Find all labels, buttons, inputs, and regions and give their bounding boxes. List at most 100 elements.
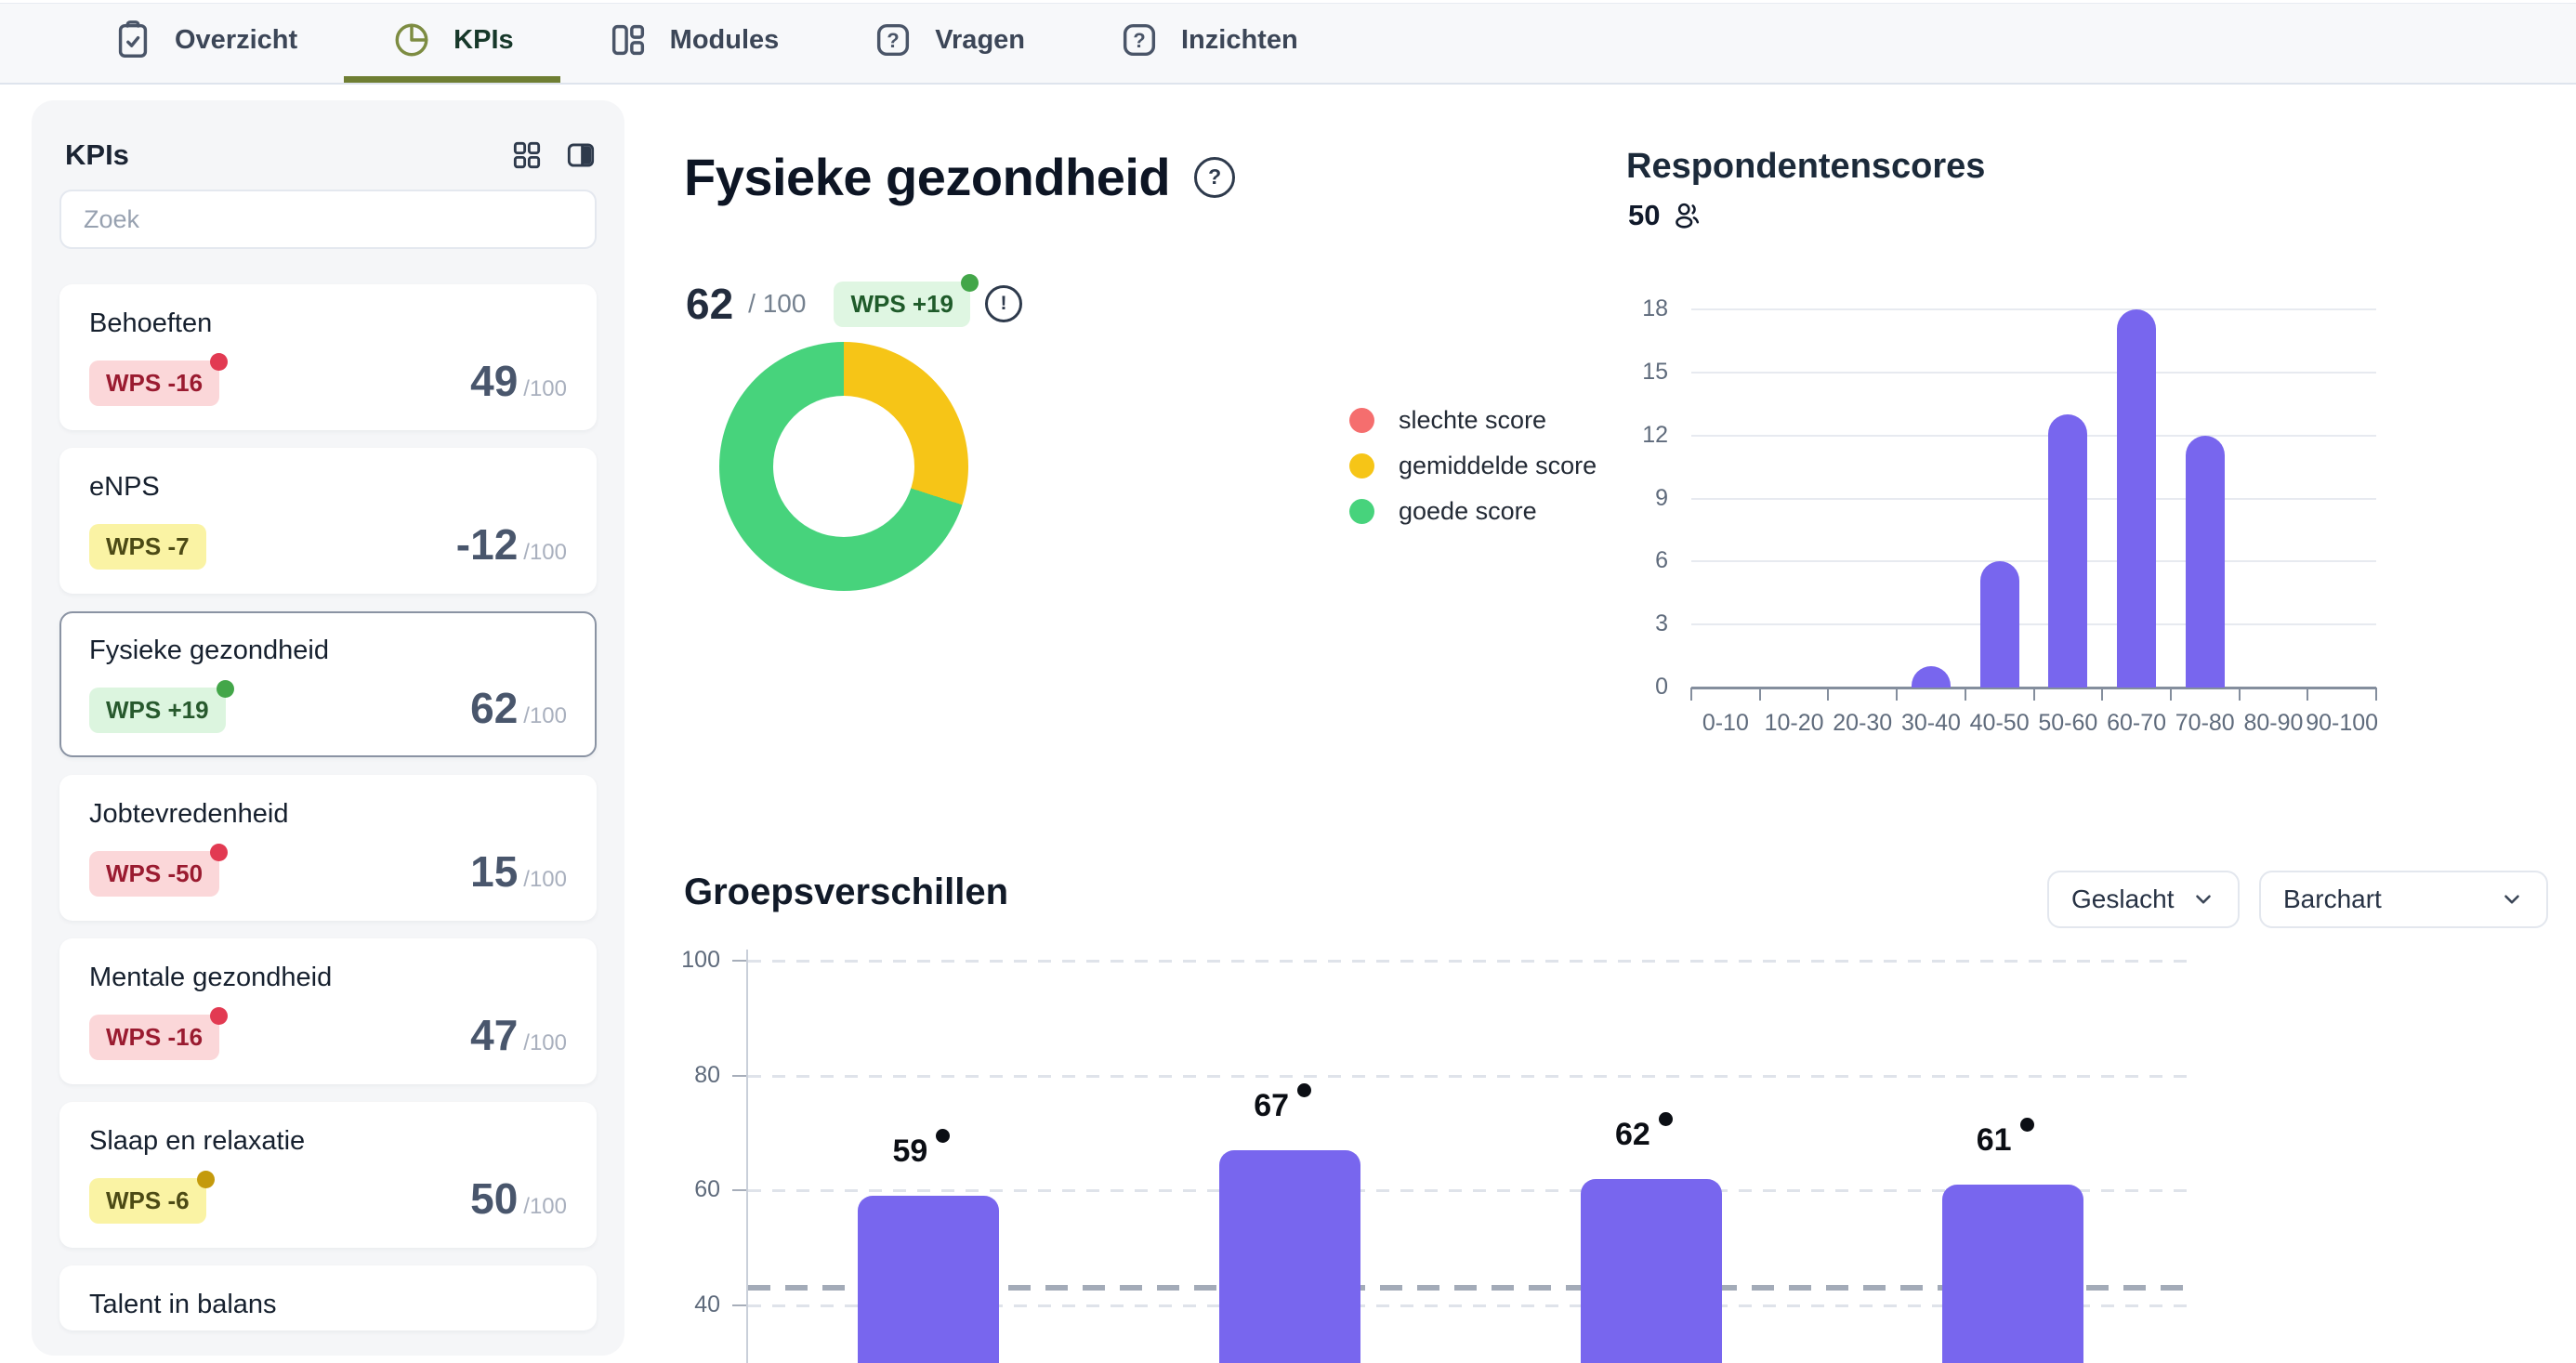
kpi-score-max: /100 bbox=[523, 703, 567, 728]
kpi-score-max: /100 bbox=[523, 1030, 567, 1055]
gridline bbox=[1691, 560, 2376, 563]
axis-tick bbox=[1690, 688, 1692, 701]
groups-title: Groepsverschillen bbox=[684, 872, 1009, 912]
kpi-score-value: -12 bbox=[455, 520, 519, 569]
kpi-card[interactable]: Behoeften WPS -16 49/100 bbox=[59, 284, 597, 430]
axis-tick bbox=[732, 960, 747, 962]
kpi-card-score: 15/100 bbox=[470, 846, 567, 897]
y-axis-tick-label: 40 bbox=[694, 1291, 720, 1317]
kpi-card[interactable]: Mentale gezondheid WPS -16 47/100 bbox=[59, 938, 597, 1084]
kpi-card-title: Behoeften bbox=[89, 308, 213, 338]
y-axis-tick-label: 80 bbox=[694, 1061, 720, 1088]
kpi-card[interactable]: Fysieke gezondheid WPS +19 62/100 bbox=[59, 611, 597, 757]
axis-tick bbox=[732, 1304, 747, 1306]
wps-badge: WPS +19 bbox=[834, 273, 979, 327]
kpi-card[interactable]: Slaap en relaxatie WPS -6 50/100 bbox=[59, 1102, 597, 1248]
group-filter-dropdown[interactable]: Geslacht bbox=[2047, 871, 2240, 928]
bar-value-label: 61 bbox=[1940, 1117, 2070, 1159]
kpi-score-value: 62 bbox=[470, 684, 519, 732]
tab-inzichten[interactable]: ? Inzichten bbox=[1071, 4, 1345, 83]
histogram-bar bbox=[2048, 414, 2088, 688]
kpi-card-title: Jobtevredenheid bbox=[89, 799, 289, 829]
gridline-dashed bbox=[748, 960, 2193, 963]
x-axis-tick-label: 90-100 bbox=[2306, 710, 2379, 736]
kpi-card-footer: WPS -7 -12/100 bbox=[89, 519, 567, 570]
kpi-score-max: /100 bbox=[523, 1194, 567, 1219]
tab-vragen[interactable]: ? Vragen bbox=[825, 4, 1071, 83]
y-axis-tick-label: 6 bbox=[1655, 547, 1668, 574]
axis-tick bbox=[732, 1074, 747, 1077]
axis-tick bbox=[2101, 688, 2104, 701]
kpi-search bbox=[59, 190, 597, 249]
kpi-sidebar: KPIs Behoeften WPS -16 49/100 eNPS WPS -7 -12… bbox=[32, 100, 624, 1356]
respondents-title: Respondentenscores bbox=[1626, 147, 1986, 186]
chart-type-dropdown[interactable]: Barchart bbox=[2259, 871, 2548, 928]
gridline-dashed bbox=[748, 1074, 2193, 1078]
wps-badge: WPS -16 bbox=[89, 353, 229, 406]
clipboard-check-icon bbox=[112, 19, 154, 61]
y-axis-tick-label: 3 bbox=[1655, 610, 1668, 637]
modules-icon bbox=[607, 19, 650, 61]
x-axis-tick-label: 10-20 bbox=[1764, 710, 1824, 736]
legend-dot bbox=[1349, 453, 1374, 478]
respondents-count-row: 50 bbox=[1628, 199, 1704, 232]
legend-item: goede score bbox=[1349, 489, 1597, 534]
question-box-icon: ? bbox=[872, 19, 914, 61]
y-axis-tick-label: 18 bbox=[1642, 295, 1668, 321]
tab-modules[interactable]: Modules bbox=[560, 4, 826, 83]
wps-badge: WPS -16 bbox=[89, 1007, 229, 1060]
svg-text:?: ? bbox=[1133, 29, 1145, 52]
legend-dot bbox=[1349, 499, 1374, 524]
axis-tick bbox=[2307, 688, 2309, 701]
gridline bbox=[1691, 308, 2376, 310]
help-icon[interactable]: ? bbox=[1194, 156, 1236, 198]
kpi-card[interactable]: eNPS WPS -7 -12/100 bbox=[59, 448, 597, 594]
axis-tick bbox=[1964, 688, 1966, 701]
kpi-card-list: Behoeften WPS -16 49/100 eNPS WPS -7 -12/100 F… bbox=[59, 284, 597, 1330]
bar-value-label: 67 bbox=[1217, 1082, 1347, 1124]
wps-badge: WPS -50 bbox=[89, 844, 229, 897]
top-navigation: Overzicht KPIs Modules ? Vragen? Inzichten bbox=[0, 3, 2576, 85]
legend-label: slechte score bbox=[1399, 406, 1547, 434]
users-icon bbox=[1671, 199, 1704, 232]
wps-badge: WPS -7 bbox=[89, 524, 206, 570]
kpi-card-footer: WPS -50 15/100 bbox=[89, 844, 567, 897]
axis-tick bbox=[732, 1189, 747, 1191]
kpi-card-score: 47/100 bbox=[470, 1010, 567, 1060]
legend-label: goede score bbox=[1399, 497, 1537, 525]
group-bar bbox=[1580, 1178, 1722, 1363]
kpi-card-score: 50/100 bbox=[470, 1173, 567, 1224]
group-bar bbox=[1219, 1149, 1361, 1363]
benchmark-line bbox=[748, 1284, 2193, 1291]
gridline-dashed bbox=[748, 1189, 2193, 1192]
gridline-dashed bbox=[748, 1304, 2193, 1307]
kpi-card-footer: WPS +19 62/100 bbox=[89, 680, 567, 733]
tab-overzicht[interactable]: Overzicht bbox=[65, 4, 344, 83]
tab-label: Modules bbox=[669, 24, 780, 55]
y-axis-tick-label: 100 bbox=[681, 947, 720, 973]
tab-kpis[interactable]: KPIs bbox=[344, 4, 560, 83]
tab-label: Overzicht bbox=[175, 24, 298, 55]
y-axis-tick-label: 12 bbox=[1642, 421, 1668, 448]
group-bar bbox=[858, 1196, 1000, 1363]
x-axis-tick-label: 70-80 bbox=[2175, 710, 2235, 736]
search-input[interactable] bbox=[61, 191, 595, 247]
kpi-score-max: /100 bbox=[523, 867, 567, 892]
kpi-score-value: 50 bbox=[470, 1174, 519, 1223]
bar-value-label: 59 bbox=[856, 1129, 986, 1170]
split-panel-icon[interactable] bbox=[563, 138, 598, 173]
y-axis-line bbox=[746, 950, 748, 1363]
grid-view-icon[interactable] bbox=[509, 138, 545, 173]
kpi-card-title: Fysieke gezondheid bbox=[89, 636, 329, 665]
x-axis-tick-label: 30-40 bbox=[1900, 710, 1961, 736]
chart-type-label: Barchart bbox=[2283, 885, 2382, 913]
x-axis-tick-label: 80-90 bbox=[2243, 710, 2304, 736]
kpi-card[interactable]: Jobtevredenheid WPS -50 15/100 bbox=[59, 775, 597, 921]
kpi-card[interactable]: Talent in balans bbox=[59, 1265, 597, 1330]
kpi-card-score: 62/100 bbox=[470, 683, 567, 733]
axis-tick bbox=[2375, 688, 2377, 701]
alert-icon[interactable]: ! bbox=[985, 285, 1023, 322]
kpi-score-value: 49 bbox=[470, 357, 519, 405]
pie-chart-icon bbox=[390, 19, 433, 61]
kpi-card-title: eNPS bbox=[89, 472, 160, 502]
